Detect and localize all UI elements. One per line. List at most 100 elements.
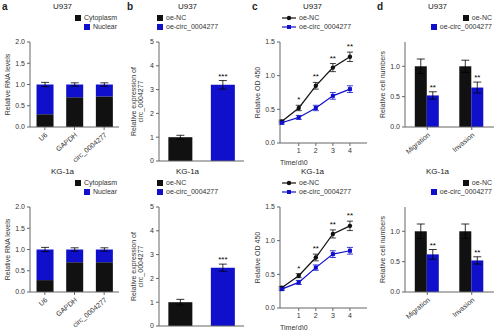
svg-text:GAPDH: GAPDH [55, 131, 79, 152]
svg-text:0.0: 0.0 [265, 139, 275, 146]
html-text:oe-circ_0004277: oe-circ_0004277 [166, 188, 219, 195]
svg-text:Relative expression ofcirc_000: Relative expression ofcirc_0004277 [130, 67, 146, 136]
svg-text:U6: U6 [37, 296, 48, 307]
svg-text:**: ** [474, 73, 480, 82]
svg-text:**: ** [330, 220, 336, 229]
svg-text:1: 1 [150, 134, 154, 141]
html-text:oe-circ_0004277: oe-circ_0004277 [166, 23, 219, 30]
svg-text:**: ** [330, 54, 336, 63]
svg-text:5: 5 [150, 203, 154, 210]
html-text:oe-NC: oe-NC [166, 179, 187, 186]
html-text:oe-NC: oe-NC [299, 14, 320, 21]
svg-text:Migration: Migration [405, 131, 432, 156]
svg-text:***: *** [218, 255, 227, 264]
svg-text:1.0: 1.0 [15, 81, 25, 88]
svg-text:0.0: 0.0 [265, 304, 275, 311]
svg-text:1: 1 [297, 147, 301, 154]
svg-text:0.0: 0.0 [15, 123, 25, 130]
svg-text:Migration: Migration [405, 296, 432, 321]
svg-text:**: ** [347, 42, 353, 51]
svg-text:*: * [297, 95, 300, 104]
html-text:d: d [377, 1, 384, 12]
svg-text:Invasion: Invasion [451, 296, 476, 318]
svg-text:circ_0004277: circ_0004277 [71, 131, 108, 164]
svg-text:Time(d)0: Time(d)0 [280, 324, 308, 330]
svg-text:1.0: 1.0 [15, 246, 25, 253]
svg-text:Relative OD 450: Relative OD 450 [254, 67, 261, 118]
svg-text:3: 3 [150, 86, 154, 93]
svg-text:3: 3 [331, 312, 335, 319]
svg-text:Invasion: Invasion [451, 131, 476, 153]
svg-text:4: 4 [150, 227, 154, 234]
svg-text:4: 4 [348, 147, 352, 154]
svg-text:3: 3 [331, 147, 335, 154]
svg-text:5: 5 [150, 38, 154, 45]
svg-text:Relative RNA levels: Relative RNA levels [4, 218, 11, 280]
svg-text:1: 1 [150, 299, 154, 306]
svg-text:0: 0 [150, 157, 154, 164]
svg-text:U6: U6 [37, 131, 48, 142]
svg-text:**: ** [430, 241, 436, 250]
svg-text:1.0: 1.0 [390, 228, 400, 235]
svg-text:**: ** [347, 211, 353, 220]
svg-text:1.5: 1.5 [15, 225, 25, 232]
svg-text:4: 4 [150, 62, 154, 69]
svg-text:circ_0004277: circ_0004277 [71, 296, 108, 329]
svg-text:**: ** [430, 83, 436, 92]
html-text:Nuclear: Nuclear [92, 188, 117, 195]
svg-text:0.0: 0.0 [15, 288, 25, 295]
html-text:oe-NC: oe-NC [166, 14, 187, 21]
svg-text:2.0: 2.0 [15, 203, 25, 210]
html-text:Nuclear: Nuclear [92, 23, 117, 30]
html-text:oe-NC: oe-NC [471, 14, 492, 21]
html-text:Cytoplasm: Cytoplasm [83, 14, 117, 21]
svg-text:Time(d)0: Time(d)0 [280, 159, 308, 165]
html-text:U937: U937 [52, 2, 73, 11]
svg-text:2: 2 [314, 147, 318, 154]
svg-text:1.5: 1.5 [15, 60, 25, 67]
svg-text:0.5: 0.5 [390, 258, 400, 265]
html-text:KG-1a: KG-1a [425, 167, 450, 176]
svg-text:*: * [297, 264, 300, 273]
svg-text:**: ** [313, 244, 319, 253]
html-text:U937: U937 [302, 2, 323, 11]
html-text:oe-circ_0004277: oe-circ_0004277 [299, 23, 352, 30]
html-text:U937: U937 [427, 2, 448, 11]
svg-text:0.0: 0.0 [390, 288, 400, 295]
svg-text:**: ** [313, 72, 319, 81]
svg-text:0.5: 0.5 [15, 102, 25, 109]
svg-text:Relative RNA levels: Relative RNA levels [4, 53, 11, 115]
svg-text:1.0: 1.0 [390, 63, 400, 70]
svg-text:2: 2 [150, 110, 154, 117]
svg-text:**: ** [474, 248, 480, 257]
svg-text:0.5: 0.5 [265, 271, 275, 278]
html-text:Cytoplasm: Cytoplasm [83, 179, 117, 186]
html-text:KG-1a: KG-1a [175, 167, 200, 176]
html-text:KG-1a: KG-1a [300, 167, 325, 176]
svg-text:2: 2 [150, 275, 154, 282]
svg-text:1.5: 1.5 [265, 203, 275, 210]
html-text:oe-circ_0004277: oe-circ_0004277 [439, 23, 492, 30]
svg-text:0: 0 [150, 322, 154, 329]
svg-text:Relative cell numbers: Relative cell numbers [379, 51, 386, 118]
svg-text:2.0: 2.0 [15, 38, 25, 45]
html-text:b: b [127, 1, 134, 12]
svg-text:0.5: 0.5 [15, 267, 25, 274]
svg-text:Relative OD 450: Relative OD 450 [254, 232, 261, 283]
svg-text:1.5: 1.5 [265, 38, 275, 45]
svg-text:GAPDH: GAPDH [55, 296, 79, 317]
svg-text:***: *** [218, 72, 227, 81]
html-text:U937: U937 [177, 2, 198, 11]
html-text:KG-1a: KG-1a [50, 167, 75, 176]
svg-text:3: 3 [150, 251, 154, 258]
svg-text:1.0: 1.0 [265, 237, 275, 244]
svg-text:Relative cell numbers: Relative cell numbers [379, 216, 386, 283]
svg-text:0.0: 0.0 [390, 123, 400, 130]
svg-text:4: 4 [348, 312, 352, 319]
svg-text:0.5: 0.5 [265, 106, 275, 113]
svg-text:1.0: 1.0 [265, 72, 275, 79]
svg-text:1: 1 [297, 312, 301, 319]
svg-text:2: 2 [314, 312, 318, 319]
svg-text:0.5: 0.5 [390, 93, 400, 100]
svg-text:Relative expression ofcirc_000: Relative expression ofcirc_0004277 [130, 232, 146, 301]
